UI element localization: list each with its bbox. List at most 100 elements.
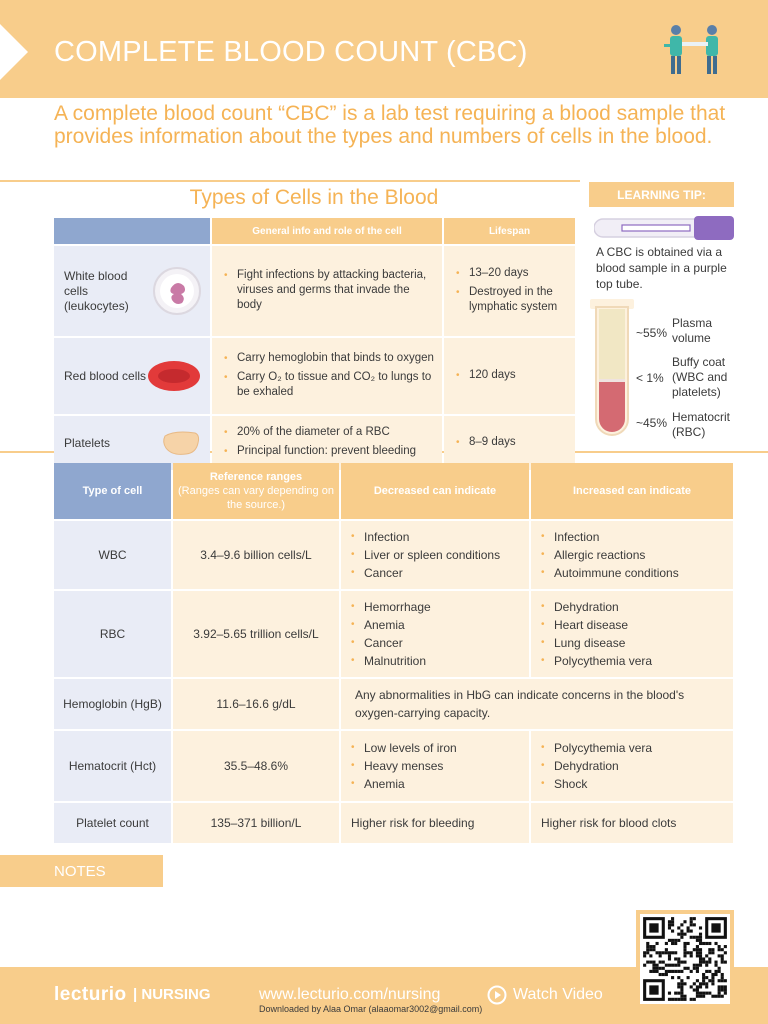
list-item: Anemia (351, 616, 521, 634)
page-title: COMPLETE BLOOD COUNT (CBC) (54, 36, 528, 68)
qr-module (698, 951, 703, 955)
hematocrit-percent: ~45% (636, 416, 668, 430)
qr-module (702, 957, 706, 961)
table-header: General info and role of the cell Lifesp… (54, 218, 575, 244)
qr-module (658, 954, 662, 958)
plasma-percent: ~55% (636, 326, 668, 340)
reference-range: 3.92–5.65 trillion cells/L (173, 591, 339, 677)
qr-module (695, 994, 699, 998)
qr-module (677, 982, 681, 986)
qr-module (680, 960, 684, 964)
decreased-list: Infection Liver or spleen conditions Can… (341, 521, 529, 589)
qr-module (689, 997, 693, 1001)
qr-module (711, 951, 715, 955)
qr-module (671, 951, 675, 955)
qr-module (677, 976, 681, 980)
qr-module (705, 969, 709, 973)
qr-module (671, 923, 675, 927)
qr-module (702, 979, 706, 983)
qr-code-icon[interactable] (636, 910, 734, 1008)
qr-module (717, 966, 721, 970)
qr-module (667, 957, 672, 961)
qr-module (677, 938, 681, 942)
list-item: Hemorrhage (351, 598, 521, 616)
qr-module (680, 997, 684, 1001)
qr-module (723, 991, 727, 995)
qr-module (723, 951, 727, 955)
qr-module (692, 966, 696, 970)
qr-module (695, 966, 699, 970)
qr-module (705, 982, 709, 986)
qr-module (680, 985, 684, 989)
qr-module (695, 951, 699, 955)
qr-module (720, 957, 724, 961)
qr-module (686, 941, 690, 946)
qr-module (652, 948, 656, 952)
qr-module (692, 917, 696, 921)
qr-module (689, 969, 693, 973)
qr-module (677, 991, 681, 995)
qr-module (717, 954, 721, 958)
header-cell: Type of cell (54, 463, 171, 519)
qr-module (652, 963, 656, 967)
qr-module (677, 932, 681, 936)
list-item: Polycythemia vera (541, 739, 725, 757)
qr-module (698, 985, 703, 989)
qr-module (683, 997, 687, 1001)
header-cell: Reference ranges (Ranges can vary depend… (173, 463, 339, 519)
qr-module (680, 935, 684, 939)
learning-tip-header: LEARNING TIP: (589, 182, 734, 207)
qr-module (667, 991, 672, 995)
qr-module (680, 969, 684, 973)
row-label: Hemoglobin (HgB) (54, 679, 171, 729)
qr-module (720, 976, 724, 980)
qr-module (655, 966, 659, 970)
hematocrit-label: Hematocrit (RBC) (672, 410, 731, 439)
qr-module (717, 979, 721, 983)
header-cell (54, 218, 210, 244)
qr-module (720, 954, 724, 958)
blood-tube-diagram (590, 299, 634, 436)
qr-module (702, 982, 706, 986)
qr-module (705, 985, 709, 989)
qr-module (664, 941, 668, 946)
cell-lifespan: 8–9 days (444, 416, 575, 470)
watch-video-link[interactable]: Watch Video (487, 985, 603, 1005)
list-item: 8–9 days (456, 435, 569, 450)
lecturio-logo[interactable]: lecturio (54, 984, 127, 1005)
qr-module (667, 938, 672, 942)
qr-module (692, 935, 696, 939)
qr-module (671, 976, 675, 980)
qr-module (667, 951, 672, 955)
qr-module (708, 979, 712, 983)
qr-module (686, 951, 690, 955)
qr-module (671, 969, 675, 973)
qr-module (723, 945, 727, 949)
qr-module (646, 951, 650, 955)
qr-module (667, 923, 672, 927)
qr-module (698, 938, 703, 942)
list-item: Infection (351, 528, 521, 546)
qr-module (652, 945, 656, 949)
qr-module (680, 979, 684, 983)
qr-module (655, 941, 659, 946)
qr-module (695, 935, 699, 939)
qr-module (720, 988, 724, 992)
qr-module (720, 972, 724, 977)
qr-module (695, 988, 699, 992)
header-cell: Lifespan (444, 218, 575, 244)
website-link[interactable]: www.lecturio.com/nursing (259, 986, 441, 1003)
qr-module (652, 966, 656, 970)
list-item: Cancer (351, 564, 521, 582)
list-item: Principal function: prevent bleeding (224, 444, 434, 459)
qr-module (674, 957, 678, 961)
qr-module (680, 982, 684, 986)
qr-module (717, 969, 721, 973)
qr-module (695, 979, 699, 983)
qr-module (698, 926, 703, 930)
qr-module (680, 923, 684, 927)
header-cell: Increased can indicate (531, 463, 733, 519)
qr-module (643, 951, 647, 955)
cell-name: Red blood cells (64, 368, 147, 383)
qr-module (698, 991, 703, 995)
